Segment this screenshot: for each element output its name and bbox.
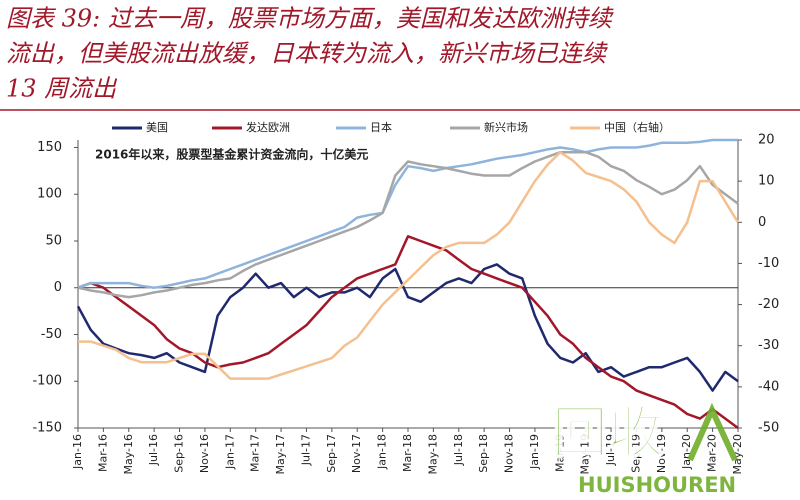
x-tick-label: Mar-20 [706, 434, 719, 472]
x-tick-label: Sep-16 [173, 434, 186, 473]
legend-label: 日本 [370, 120, 392, 134]
x-tick-label: Jan-16 [71, 434, 84, 470]
plot: -150-100-50050100150-50-40-30-20-1001020… [32, 120, 779, 475]
y-tick-label: -100 [32, 374, 62, 389]
watermark: 回收 HUISHOUREN [551, 400, 738, 497]
series-line [77, 150, 739, 299]
x-tick-label: Mar-18 [401, 434, 414, 472]
x-tick-label: Sep-18 [477, 434, 490, 473]
x-tick-label: Mar-17 [249, 434, 262, 472]
y2-tick-label: -20 [758, 297, 779, 312]
x-tick-label: Jul-18 [452, 434, 465, 466]
x-tick-label: Nov-17 [350, 434, 363, 473]
x-tick-label: Jul-19 [604, 434, 617, 466]
watermark-text: 回收 [552, 401, 664, 466]
title-line: 图表 39: 过去一周，股票市场方面，美国和发达欧洲持续 [6, 5, 614, 33]
x-tick-label: Nov-19 [655, 434, 668, 473]
legend-label: 美国 [146, 121, 168, 134]
y2-tick-label: -40 [758, 379, 779, 394]
title-line: 13 周流出 [6, 75, 118, 103]
x-tick-label: Jan-17 [223, 434, 236, 470]
y2-tick-label: -30 [758, 338, 779, 353]
series-line [77, 235, 739, 430]
annotation: 2016年以来，股票型基金累计资金流向，十亿美元 [95, 147, 368, 162]
x-tick-label: Jul-16 [147, 434, 160, 466]
x-tick-label: Jan-18 [376, 434, 389, 470]
x-tick-label: Jan-19 [528, 434, 541, 470]
x-tick-label: Jul-17 [299, 434, 312, 466]
series-line [78, 151, 740, 380]
legend-label: 中国（右轴） [604, 120, 670, 134]
x-tick-label: Sep-19 [629, 434, 642, 473]
watermark-subtext: HUISHOUREN [578, 473, 736, 497]
x-tick-label: Sep-17 [325, 434, 338, 473]
legend-label: 发达欧洲 [246, 120, 290, 134]
watermark-icon [687, 402, 738, 462]
y2-tick-label: 10 [758, 174, 775, 189]
x-tick-label: Nov-16 [198, 434, 211, 473]
y-tick-label: 150 [37, 140, 62, 155]
y2-tick-label: 0 [758, 215, 766, 230]
y-tick-label: -50 [41, 327, 62, 342]
legend-label: 新兴市场 [484, 120, 528, 134]
y-tick-label: 0 [54, 280, 62, 295]
y-tick-label: 100 [37, 187, 62, 202]
x-tick-label: Mar-16 [96, 434, 109, 472]
series-line [77, 138, 738, 289]
x-tick-label: May-19 [579, 434, 592, 475]
x-tick-label: May-17 [274, 434, 287, 475]
x-tick-label: May-20 [731, 434, 744, 475]
y2-tick-label: -10 [758, 256, 779, 271]
y-tick-label: -150 [32, 421, 62, 436]
y2-tick-label: 20 [758, 133, 775, 148]
x-tick-label: May-16 [122, 434, 135, 475]
x-tick-label: Nov-18 [503, 434, 516, 473]
x-tick-label: May-18 [426, 434, 439, 475]
x-tick-label: Mar-19 [553, 434, 566, 472]
y2-tick-label: -50 [758, 421, 779, 436]
y-tick-label: 50 [45, 233, 62, 248]
series-line [76, 263, 739, 392]
x-tick-label: Jan-20 [680, 434, 693, 470]
title-line: 流出，但美股流出放缓，日本转为流入，新兴市场已连续 [6, 40, 608, 68]
